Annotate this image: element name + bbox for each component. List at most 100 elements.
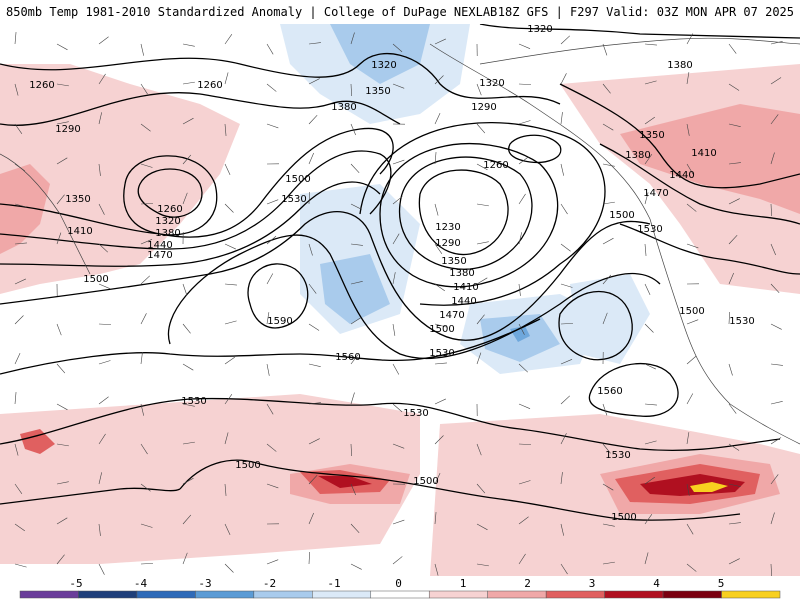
wind-barb <box>350 203 362 210</box>
wind-barb <box>770 114 779 125</box>
height-contours <box>0 24 800 521</box>
contour-line <box>619 223 800 275</box>
contour-line <box>0 397 781 451</box>
wind-barb <box>434 112 441 125</box>
wind-barb <box>350 523 360 533</box>
wind-barb <box>770 401 783 405</box>
wind-barb <box>350 443 352 456</box>
wind-barb <box>560 283 573 288</box>
legend-bin <box>487 590 547 599</box>
wind-barb <box>770 563 772 576</box>
wind-barb <box>182 552 188 565</box>
wind-barb <box>98 563 105 575</box>
wind-barb <box>350 163 360 173</box>
wind-barb <box>98 323 111 325</box>
wind-barb <box>350 243 363 246</box>
wind-barb <box>140 203 153 205</box>
wind-barb <box>350 281 363 285</box>
wind-barb <box>602 443 611 454</box>
wind-barb <box>476 123 486 134</box>
wind-barb <box>560 35 570 45</box>
wind-barb <box>224 243 237 250</box>
contour-label: 1500 <box>429 324 454 335</box>
warm-anomaly-shading <box>0 64 800 576</box>
wind-barb <box>686 243 699 249</box>
legend-bin <box>19 590 79 599</box>
wind-barb <box>98 360 111 365</box>
contour-label: 1470 <box>439 310 464 321</box>
wind-barbs <box>14 32 783 576</box>
wind-barb <box>476 483 486 494</box>
wind-barb <box>224 523 231 536</box>
wind-barb <box>56 481 69 485</box>
legend-bin <box>604 590 664 599</box>
contour-label: 1350 <box>441 256 466 267</box>
wind-barb <box>560 163 564 176</box>
contour-label: 1590 <box>267 316 292 327</box>
wind-barb <box>602 483 614 491</box>
wind-barb <box>98 523 101 536</box>
wind-barb <box>518 516 529 525</box>
wind-barb <box>182 477 194 485</box>
wind-barb <box>140 523 153 528</box>
warm-region-west-strong <box>0 164 50 254</box>
wind-barb <box>434 75 444 85</box>
contour-label: 1470 <box>643 188 668 199</box>
legend-tick-label: 2 <box>524 577 531 590</box>
wind-barb <box>14 123 23 135</box>
wind-barb <box>728 443 740 451</box>
contour-label: 1530 <box>637 224 662 235</box>
wind-barb <box>224 163 231 176</box>
wind-barb <box>434 323 447 328</box>
wind-barb <box>224 72 229 85</box>
contour-label: 1530 <box>181 396 206 407</box>
wind-barb <box>14 392 17 405</box>
wind-barb <box>644 363 657 370</box>
wind-barb <box>644 476 656 485</box>
wind-barb <box>518 43 531 49</box>
wind-barb <box>224 33 233 45</box>
contour-label: 1260 <box>197 80 222 91</box>
wind-barb <box>140 43 144 56</box>
wind-barb <box>728 198 740 205</box>
wind-barb <box>182 403 195 407</box>
wind-barb <box>14 443 19 456</box>
wind-barb <box>392 556 403 565</box>
wind-barb <box>224 283 237 286</box>
wind-barb <box>350 317 362 325</box>
wind-barb <box>308 152 314 165</box>
wind-barb <box>434 243 443 255</box>
wind-barb <box>644 116 656 125</box>
wind-barb <box>686 393 694 405</box>
map-title: 850mb Temp 1981-2010 Standardized Anomal… <box>6 5 498 19</box>
wind-barb <box>602 523 615 527</box>
contour-label: 1350 <box>365 86 390 97</box>
wind-barb <box>686 432 690 445</box>
wind-barb <box>14 32 17 45</box>
wind-barb <box>308 323 320 331</box>
wind-barb <box>644 153 653 165</box>
contour-label: 1530 <box>281 194 306 205</box>
wind-barb <box>14 203 27 208</box>
wind-barb <box>728 123 741 127</box>
wind-barb <box>686 163 694 175</box>
wind-barb <box>476 443 482 456</box>
wind-barb <box>434 203 439 216</box>
wind-barb <box>182 283 188 296</box>
wind-barb <box>14 278 27 285</box>
wind-barb <box>476 352 482 365</box>
contour-line <box>0 92 401 126</box>
wind-barb <box>686 483 690 496</box>
wind-barb <box>728 235 738 245</box>
wind-barb <box>644 243 647 256</box>
wind-barb <box>266 443 277 452</box>
cold-region-central-mid <box>320 254 390 324</box>
wind-barb <box>434 152 437 165</box>
wind-barb <box>350 483 356 496</box>
wind-barb <box>14 352 21 365</box>
wind-barb <box>140 163 153 168</box>
wind-barb <box>392 83 405 89</box>
wind-barb <box>266 123 279 129</box>
wind-barb <box>728 522 741 525</box>
wind-barb <box>56 403 68 411</box>
